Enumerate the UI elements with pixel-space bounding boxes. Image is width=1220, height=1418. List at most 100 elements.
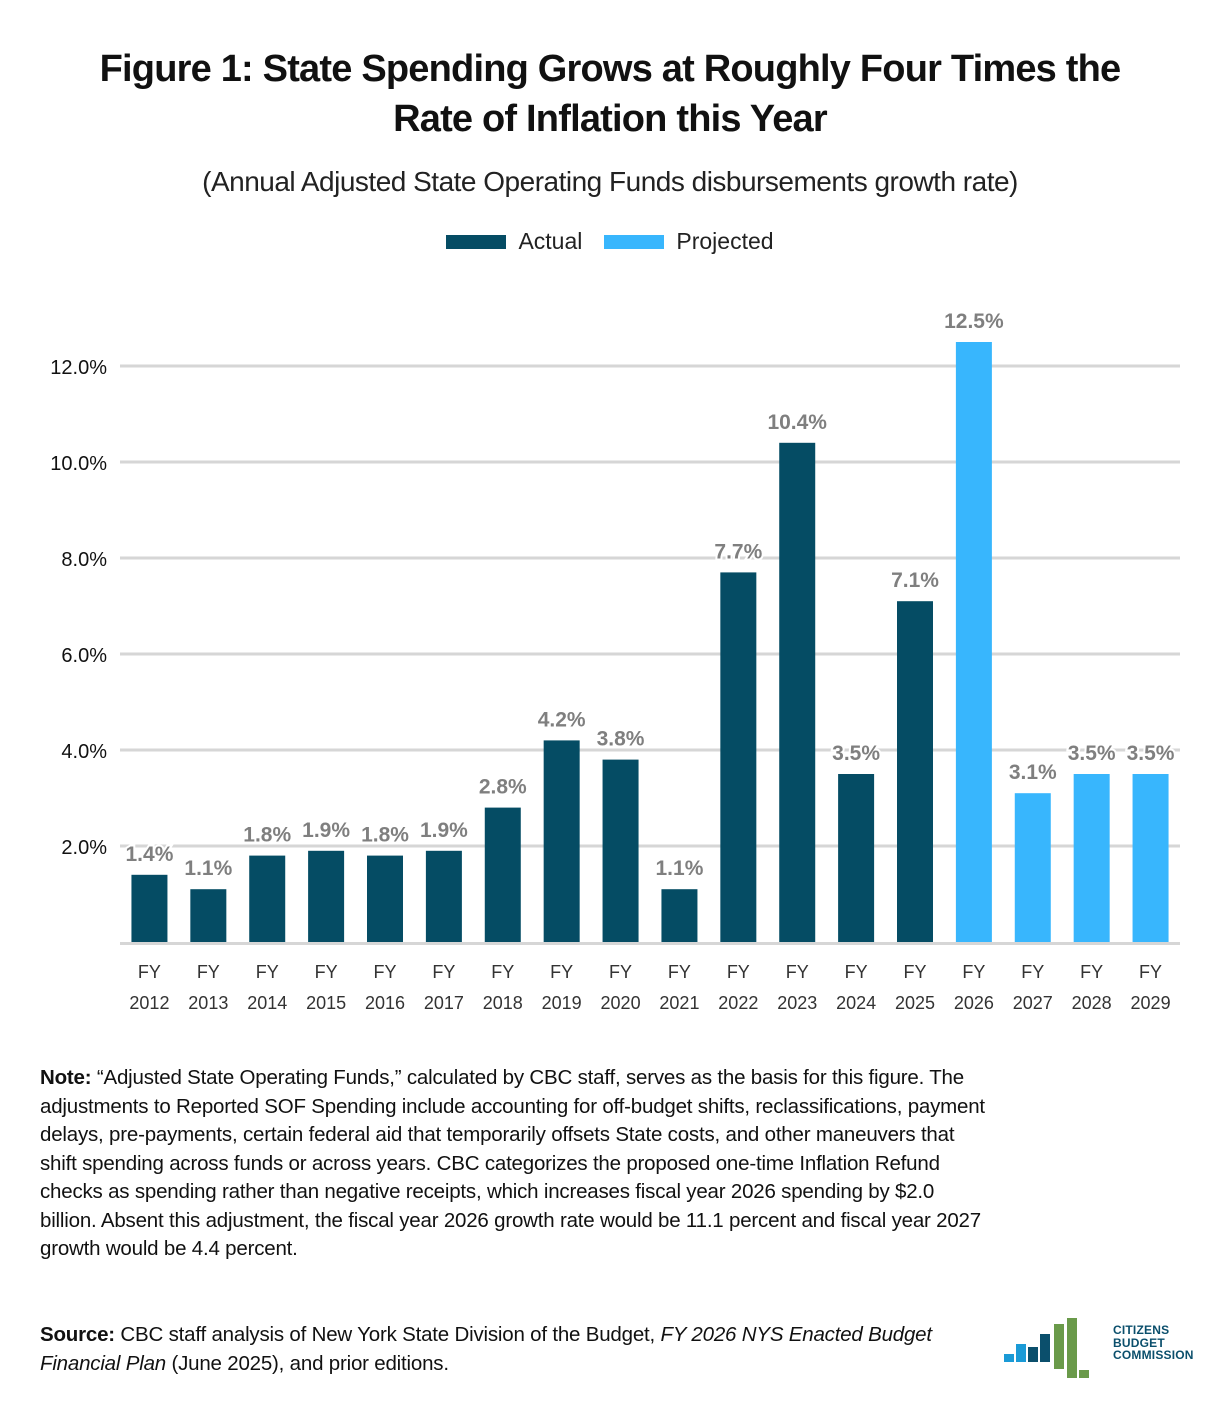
data-label: 1.9% (302, 819, 350, 842)
data-label: 7.7% (714, 540, 762, 563)
x-tick-label-fy: FY (845, 962, 868, 982)
bar (779, 442, 816, 942)
chart-title: Figure 1: State Spending Grows at Roughl… (0, 44, 1220, 144)
x-tick-label-year: 2028 (1072, 993, 1112, 1013)
source-label: Source: (40, 1323, 115, 1346)
data-label: 10.4% (767, 411, 827, 434)
cbc-logo-bars-icon (1004, 1318, 1089, 1378)
note-body: “Adjusted State Operating Funds,” calcul… (40, 1066, 985, 1260)
legend-label-projected: Projected (676, 228, 774, 254)
x-tick-label-fy: FY (1139, 962, 1162, 982)
x-tick-label-year: 2026 (954, 993, 994, 1013)
bar (838, 774, 875, 942)
y-tick-label: 12.0% (50, 357, 107, 379)
logo-text-line2: BUDGET (1113, 1335, 1165, 1350)
cbc-logo-text: CITIZENS BUDGET COMMISSION (1113, 1324, 1194, 1362)
bar-chart: 2.0%4.0%6.0%8.0%10.0%12.0% FY2012FY2013F… (50, 308, 1180, 1013)
x-tick-label-fy: FY (138, 962, 161, 982)
x-tick-label-fy: FY (727, 962, 750, 982)
legend-item-actual: Actual (446, 228, 582, 255)
x-tick-label-year: 2025 (895, 993, 935, 1013)
data-label: 1.8% (361, 824, 409, 847)
y-tick-label: 4.0% (61, 741, 107, 763)
bar (661, 889, 698, 942)
x-tick-label-year: 2017 (424, 993, 464, 1013)
data-label: 3.5% (1068, 742, 1116, 765)
bar (367, 855, 403, 942)
x-tick-label-fy: FY (373, 962, 396, 982)
chart-subtitle: (Annual Adjusted State Operating Funds d… (202, 166, 1018, 197)
bar (308, 850, 345, 942)
x-tick-label-fy: FY (1021, 962, 1044, 982)
logo-text-line1: CITIZENS (1113, 1323, 1170, 1337)
x-tick-label-fy: FY (668, 962, 691, 982)
x-tick-label-fy: FY (1080, 962, 1103, 982)
data-label: 3.5% (832, 742, 880, 765)
x-tick-label-fy: FY (786, 962, 809, 982)
y-tick-label: 2.0% (61, 837, 107, 859)
data-label: 1.9% (420, 819, 468, 842)
x-tick-label-fy: FY (903, 962, 926, 982)
x-axis-labels: FY 2012 FY 2013 FY 2014 FY 2015 FY 2016 FY 2017 FY 20… (129, 962, 1170, 1013)
x-tick-label-year: 2014 (247, 993, 287, 1013)
data-label: 1.8% (243, 824, 291, 847)
x-tick-label-year: 2012 (129, 993, 169, 1013)
source-body-before: CBC staff analysis of New York State Div… (114, 1323, 661, 1346)
cbc-logo: CITIZENS BUDGET COMMISSION (1002, 1316, 1202, 1382)
legend-label-actual: Actual (518, 228, 583, 254)
data-label: 3.1% (1009, 761, 1057, 784)
x-tick-label-year: 2023 (777, 993, 817, 1013)
x-tick-label-year: 2022 (718, 993, 758, 1013)
data-label: 2.8% (479, 776, 527, 799)
y-axis-labels: 2.0% 4.0% 6.0% 8.0% 10.0% 12.0% (50, 357, 107, 859)
chart-title-line2: Rate of Inflation this Year (393, 98, 828, 140)
bar (131, 874, 168, 942)
y-tick-label: 6.0% (61, 645, 107, 667)
bar (543, 740, 580, 942)
data-label: 7.1% (891, 569, 939, 592)
bar (955, 342, 992, 942)
data-labels: 1.4% 1.1% 1.8% 1.9% 1.8% 1.9% 2.8% 4.2% 3.8% 1.1%… (124, 308, 1177, 882)
bar (425, 850, 462, 942)
x-tick-label-fy: FY (256, 962, 279, 982)
x-tick-label-fy: FY (197, 962, 220, 982)
source-text: Source: CBC staff analysis of New York S… (40, 1321, 940, 1378)
bar (484, 807, 521, 942)
source-publication-title: FY 2026 NYS Enacted Budget Financial Pla… (40, 1323, 932, 1375)
x-tick-label-fy: FY (550, 962, 573, 982)
legend-item-projected: Projected (604, 228, 774, 255)
x-tick-label-year: 2018 (483, 993, 523, 1013)
bar (602, 759, 639, 942)
x-tick-label-year: 2013 (188, 993, 228, 1013)
y-tick-label: 10.0% (50, 453, 107, 475)
bar (897, 601, 933, 942)
data-label: 1.1% (184, 857, 232, 880)
source-body-after: (June 2025), and prior editions. (165, 1351, 449, 1375)
data-label: 3.5% (1127, 742, 1175, 765)
data-label: 1.4% (126, 843, 174, 866)
x-tick-label-fy: FY (609, 962, 632, 982)
note-label: Note: (40, 1066, 92, 1089)
legend-swatch-projected (604, 234, 665, 249)
x-tick-label-fy: FY (315, 962, 338, 982)
bar (1132, 774, 1169, 942)
note-text: Note: “Adjusted State Operating Funds,” … (40, 1064, 990, 1264)
bar (249, 855, 286, 942)
x-tick-label-year: 2029 (1131, 993, 1171, 1013)
chart-title-line1: Figure 1: State Spending Grows at Roughl… (99, 48, 1122, 90)
bar (1014, 793, 1051, 942)
bar (720, 572, 757, 942)
bar (1073, 774, 1110, 942)
x-tick-label-fy: FY (432, 962, 455, 982)
data-label: 1.1% (656, 857, 704, 880)
x-tick-label-year: 2027 (1013, 993, 1053, 1013)
x-tick-label-year: 2021 (659, 993, 699, 1013)
chart-legend: Actual Projected (0, 228, 1220, 255)
x-tick-label-fy: FY (962, 962, 985, 982)
x-tick-label-year: 2015 (306, 993, 346, 1013)
bar (190, 889, 227, 942)
bars (131, 342, 1169, 942)
x-tick-label-year: 2016 (365, 993, 405, 1013)
data-label: 12.5% (944, 310, 1004, 333)
x-tick-label-year: 2020 (601, 993, 641, 1013)
